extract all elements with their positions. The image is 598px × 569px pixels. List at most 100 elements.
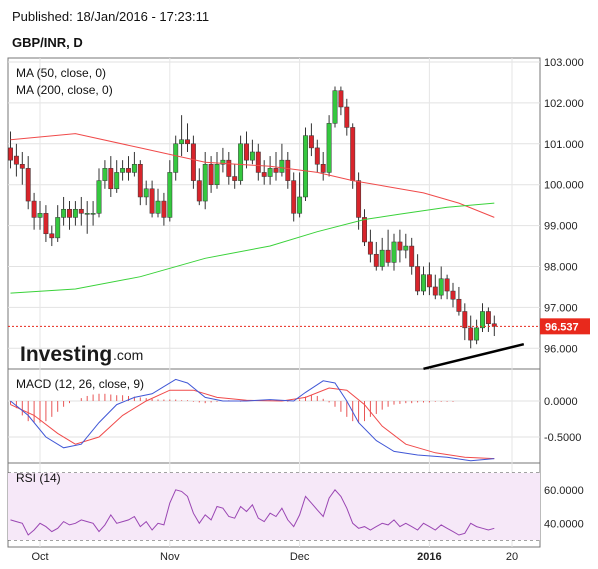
candle-up — [131, 164, 137, 173]
candle-up — [84, 213, 90, 215]
candle-down — [350, 127, 356, 181]
macd-line — [10, 378, 495, 462]
indicator-lines — [8, 133, 540, 536]
macd-signal-line — [10, 387, 495, 460]
candle-down — [320, 164, 326, 173]
candle-down — [185, 139, 190, 145]
candle-down — [450, 290, 456, 300]
macd-tick-label: -0.5000 — [544, 432, 581, 444]
candle-down — [362, 217, 367, 243]
candle-down — [432, 286, 438, 296]
candle-down — [485, 311, 491, 325]
legend-ma50: MA (50, close, 0) — [16, 66, 106, 80]
candle-down — [25, 168, 31, 202]
candle-down — [161, 200, 167, 218]
candle-down — [373, 253, 379, 267]
candle-down — [491, 323, 497, 327]
candle-up — [474, 327, 480, 341]
ma50-line — [10, 133, 495, 218]
candle-down — [108, 168, 114, 190]
macd-title: MACD (12, 26, close, 9) — [16, 377, 144, 391]
rsi-title: RSI (14) — [16, 471, 61, 485]
axes: 103.000 102.000 101.000 100.000 99.000 98.000… — [31, 57, 590, 563]
candle-up — [332, 90, 338, 124]
candle-up — [167, 172, 173, 218]
last-price-label: 96.537 — [545, 321, 579, 333]
candle-up — [155, 200, 161, 214]
candle-down — [291, 180, 297, 214]
candle-down — [19, 164, 25, 169]
candle-up — [179, 139, 185, 145]
published-timestamp: Published: 18/Jan/2016 - 17:23:11 — [12, 9, 210, 24]
candle-up — [214, 164, 220, 185]
candle-down — [78, 208, 84, 214]
candle-up — [438, 278, 444, 296]
candle-down — [196, 180, 202, 202]
candle-down — [409, 245, 415, 267]
watermark: Investing .com — [20, 343, 143, 366]
time-tick-label: Oct — [31, 551, 48, 563]
candle-up — [143, 188, 149, 198]
ma200-line — [10, 202, 495, 294]
candle-down — [344, 106, 350, 128]
candle-down — [208, 164, 214, 185]
candle-down — [261, 172, 267, 177]
time-tick-label: Dec — [290, 551, 310, 563]
rsi-line — [10, 488, 495, 536]
candle-up — [403, 245, 409, 251]
time-tick-label: 2016 — [417, 551, 441, 563]
candle-up — [267, 168, 273, 177]
candle-down — [226, 159, 232, 177]
trendline — [423, 342, 525, 371]
candle-up — [220, 159, 226, 165]
rsi-tick-label: 60.0000 — [544, 485, 584, 497]
candle-down — [13, 155, 19, 165]
legend-ma200: MA (200, close, 0) — [16, 83, 113, 97]
candle-down — [385, 249, 391, 263]
candle-up — [202, 164, 208, 202]
candle-down — [468, 327, 474, 341]
candle-up — [55, 217, 61, 239]
price-tick-label: 97.000 — [544, 302, 578, 314]
candle-up — [238, 143, 244, 181]
candle-down — [356, 180, 362, 218]
candle-up — [61, 208, 67, 218]
candle-down — [308, 135, 314, 149]
price-tick-label: 98.000 — [544, 262, 578, 274]
candle-up — [90, 213, 96, 215]
candle-down — [43, 213, 49, 235]
candle-down — [255, 151, 261, 173]
time-tick-label: 20 — [506, 551, 518, 563]
time-tick-label: Nov — [160, 551, 180, 563]
candle-down — [149, 188, 155, 214]
candle-down — [314, 147, 320, 165]
candle-down — [31, 200, 37, 218]
candle-down — [338, 90, 344, 108]
candle-down — [190, 143, 196, 181]
candle-up — [72, 208, 78, 218]
price-tick-label: 100.000 — [544, 180, 584, 192]
candle-up — [114, 172, 120, 190]
candle-down — [49, 233, 55, 239]
candle-up — [480, 311, 485, 329]
candle-down — [126, 168, 131, 173]
candle-down — [415, 266, 421, 292]
candle-down — [232, 176, 238, 181]
candle-up — [173, 143, 179, 173]
candle-down — [397, 241, 403, 251]
candle-down — [67, 208, 72, 218]
candle-up — [391, 241, 397, 263]
candle-up — [37, 213, 43, 218]
candle-down — [462, 311, 468, 329]
candle-up — [96, 180, 102, 214]
candle-up — [303, 135, 308, 198]
candle-down — [444, 278, 450, 292]
candle-up — [249, 151, 255, 161]
price-tick-label: 101.000 — [544, 139, 584, 151]
candle-down — [285, 159, 291, 181]
watermark-brand: Investing — [20, 343, 112, 366]
price-tick-label: 96.000 — [544, 343, 578, 355]
macd-tick-label: 0.0000 — [544, 396, 578, 408]
candle-up — [120, 168, 126, 173]
